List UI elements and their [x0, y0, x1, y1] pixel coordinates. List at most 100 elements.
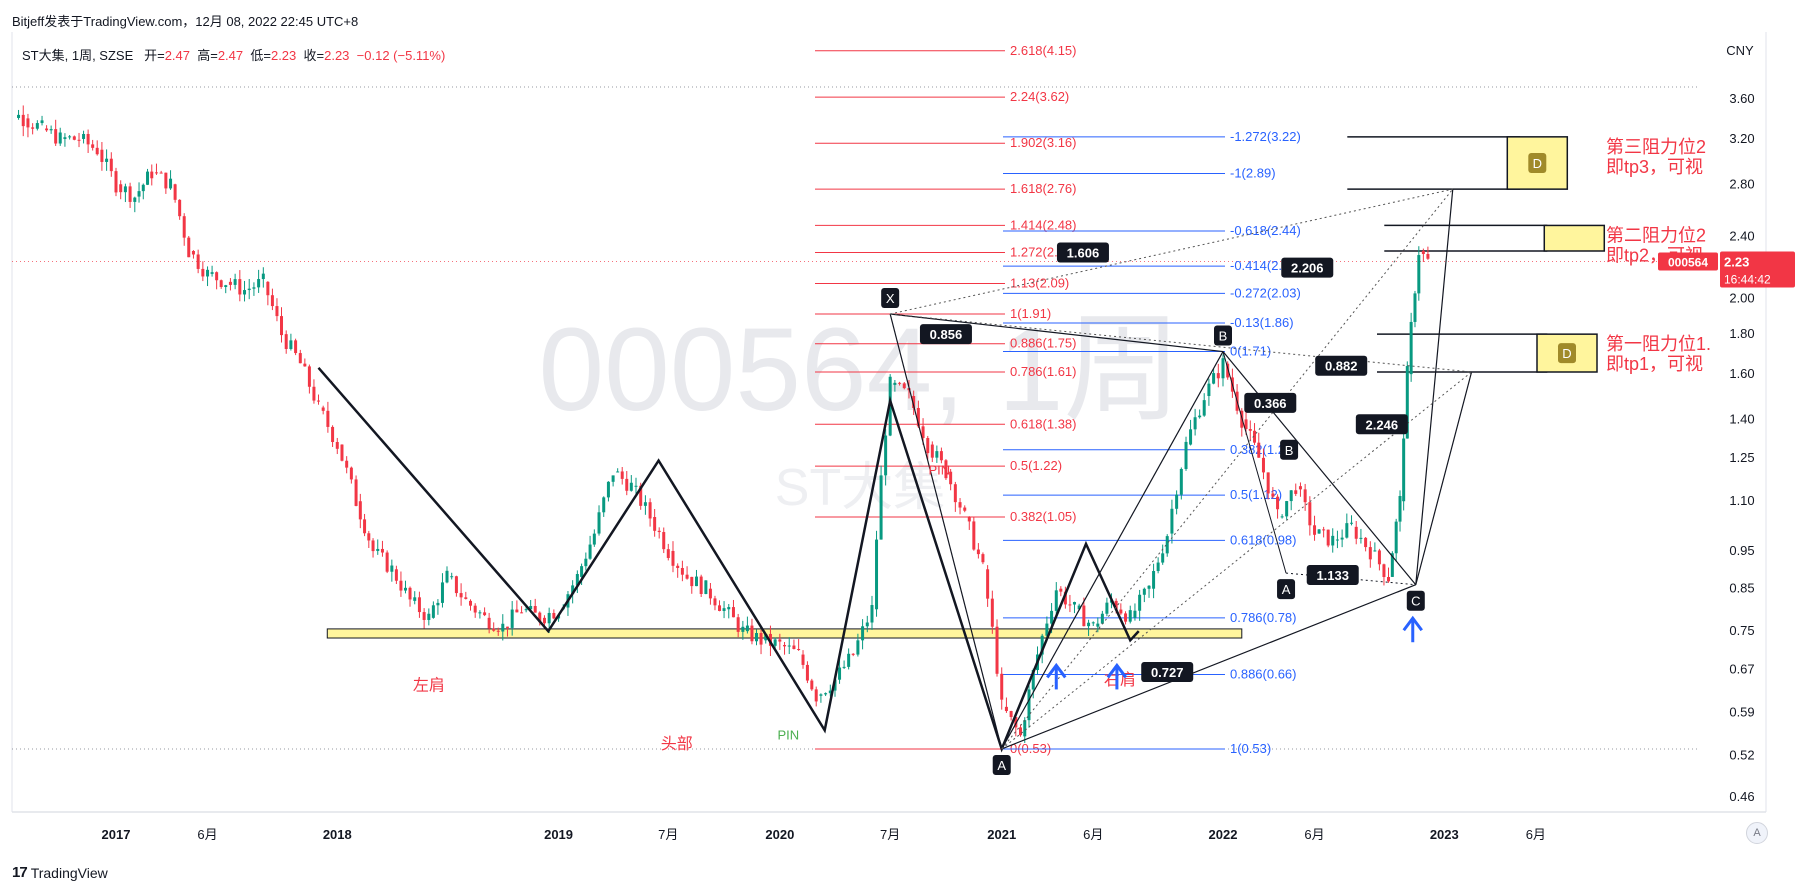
- candle-body: [417, 597, 421, 613]
- candle-body: [805, 664, 809, 681]
- candle-body: [967, 517, 971, 522]
- candle-body: [1087, 622, 1091, 627]
- candle-body: [893, 382, 897, 385]
- candle-body: [1298, 486, 1302, 490]
- candle: [1313, 515, 1317, 541]
- candle: [45, 125, 49, 132]
- candle: [1009, 710, 1013, 721]
- candle-body: [1398, 496, 1402, 522]
- candle-body: [797, 648, 801, 650]
- candle-body: [1082, 605, 1086, 627]
- fib-blue-level: 0(1.71): [1003, 344, 1271, 359]
- candle-body: [1394, 521, 1398, 554]
- harmonic-leg: [1415, 189, 1454, 585]
- candle-body: [141, 184, 145, 192]
- candle-body: [879, 475, 883, 540]
- candle-body: [870, 605, 874, 623]
- candle: [1170, 499, 1174, 544]
- fib-red-level: 0.786(1.61): [815, 364, 1077, 379]
- candle: [902, 382, 906, 390]
- fib-red-label: 1.13(2.09): [1010, 275, 1069, 290]
- candle: [801, 650, 805, 669]
- candle-body: [731, 607, 735, 618]
- y-tick-label: 0.85: [1729, 581, 1754, 596]
- candle: [851, 653, 855, 657]
- y-tick-label: 0.59: [1729, 705, 1754, 720]
- candle-body: [944, 460, 948, 479]
- y-tick-label: 1.10: [1729, 493, 1754, 508]
- x-tick-label: 2018: [323, 827, 352, 842]
- candle-body: [63, 137, 67, 139]
- candle-body: [1405, 366, 1409, 439]
- candle: [270, 288, 274, 311]
- up-arrow-icon: [1402, 615, 1423, 643]
- fib-blue-label: 0.786(0.78): [1230, 610, 1297, 625]
- fib-blue-level: -0.13(1.86): [1003, 315, 1294, 330]
- candle: [949, 468, 953, 491]
- candle: [303, 358, 307, 367]
- candle-body: [68, 136, 72, 138]
- candle: [450, 572, 454, 580]
- candle: [380, 540, 384, 557]
- candle: [219, 279, 223, 289]
- candle: [787, 637, 791, 655]
- candle-body: [1340, 537, 1344, 540]
- candle-body: [851, 653, 855, 655]
- candle-body: [884, 435, 888, 476]
- candle: [575, 570, 579, 594]
- candle: [708, 582, 712, 605]
- candle: [335, 437, 339, 455]
- harmonic-leg: [1222, 351, 1417, 586]
- ratio-badge: [1281, 257, 1334, 278]
- candle-body: [496, 630, 500, 632]
- auto-scale-button[interactable]: A: [1746, 822, 1768, 844]
- candle: [629, 475, 633, 492]
- candle: [1285, 500, 1289, 520]
- y-tick-label: 1.25: [1729, 450, 1754, 465]
- pattern-text-label: PIN: [777, 727, 799, 742]
- candle: [1179, 467, 1183, 500]
- candle-body: [187, 237, 191, 258]
- candle-body: [86, 133, 90, 145]
- candle: [100, 142, 104, 171]
- candle: [178, 199, 182, 220]
- candle: [1124, 611, 1128, 625]
- point-d-badge: [1528, 152, 1547, 173]
- candle: [1165, 534, 1169, 557]
- candle: [431, 601, 435, 619]
- candle-body: [266, 281, 270, 296]
- candle: [1377, 548, 1381, 571]
- candle-body: [128, 186, 132, 202]
- candle: [620, 466, 624, 485]
- candle: [1248, 420, 1252, 440]
- candle: [257, 269, 261, 293]
- y-tick-label: 0.75: [1729, 623, 1754, 638]
- symbol-watermark: 000564, 1周: [539, 304, 1182, 436]
- candle-body: [270, 295, 274, 307]
- fib-blue-label: -1(2.89): [1230, 166, 1276, 181]
- candle-body: [275, 306, 279, 317]
- candle: [597, 505, 601, 536]
- candle: [363, 513, 367, 537]
- candle: [469, 599, 473, 611]
- point-d-label: D: [1533, 156, 1542, 171]
- tradingview-logo[interactable]: 17 TradingView: [12, 864, 108, 881]
- candle: [224, 284, 228, 294]
- candle: [354, 475, 358, 507]
- candle-body: [1000, 673, 1004, 700]
- candle: [879, 465, 883, 540]
- candle-body: [1063, 591, 1067, 605]
- harmonic-leg: [1001, 584, 1417, 750]
- candle-body: [303, 363, 307, 367]
- symbol-title[interactable]: ST大集, 1周, SZSE: [22, 48, 134, 63]
- candle-body: [45, 128, 49, 131]
- candle-body: [657, 530, 661, 533]
- candle: [21, 105, 25, 137]
- candle: [666, 543, 670, 561]
- candle-body: [40, 120, 44, 124]
- candle-body: [238, 279, 242, 295]
- candle-body: [280, 316, 284, 336]
- candle: [321, 405, 325, 415]
- fib-blue-level: -1.272(3.22): [1003, 129, 1301, 144]
